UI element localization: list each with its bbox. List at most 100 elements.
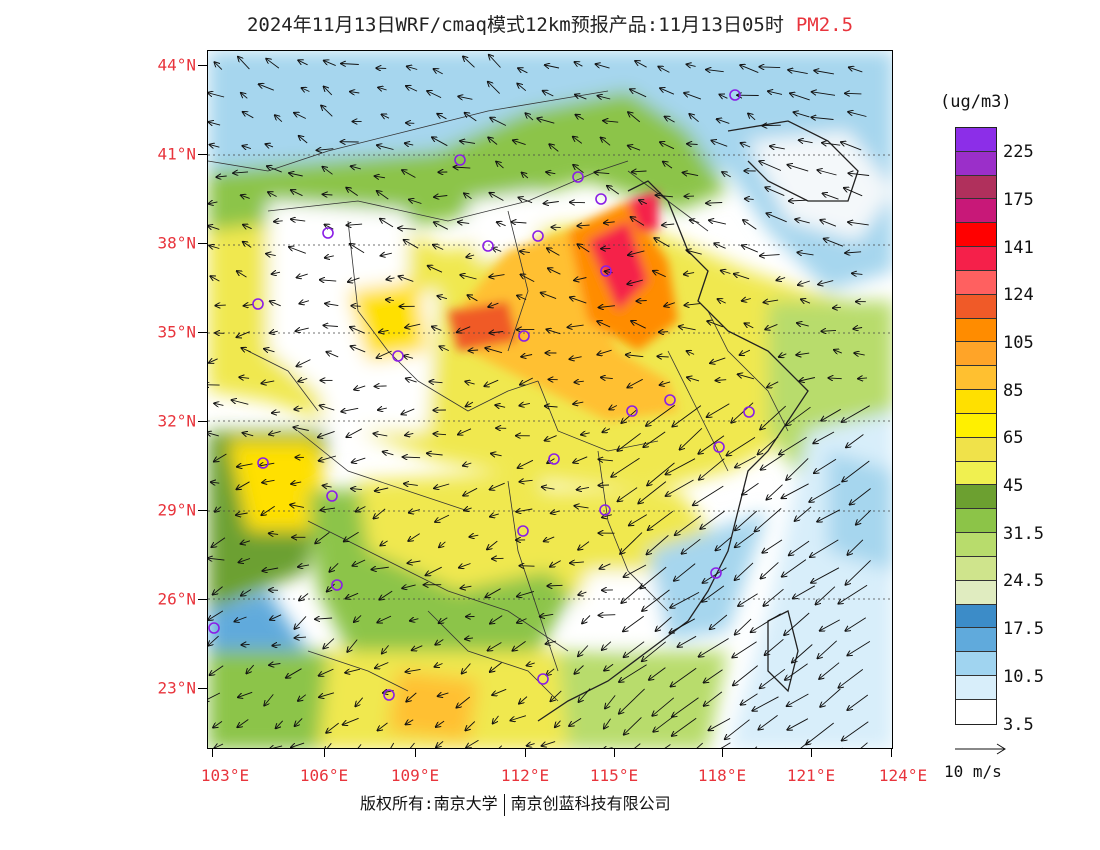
- wind-vector: [551, 690, 562, 701]
- wind-vector: [679, 326, 696, 329]
- wind-vector: [574, 506, 589, 508]
- wind-vector: [520, 377, 534, 385]
- wind-vector: [438, 693, 449, 696]
- wind-vector: [704, 691, 723, 706]
- wind-vector: [604, 663, 614, 670]
- wind-vector: [550, 560, 561, 567]
- wind-vector: [346, 592, 359, 598]
- wind-vector: [513, 140, 526, 146]
- wind-vector: [811, 567, 840, 583]
- wind-vector: [350, 92, 360, 93]
- wind-vector: [604, 718, 611, 729]
- lat-tick: [198, 154, 207, 155]
- colorbar-label: 17.5: [1003, 619, 1044, 640]
- wind-vector: [513, 641, 526, 650]
- wind-vector: [294, 616, 307, 629]
- title-main: 2024年11月13日WRF/cmaq模式12km预报产品:11月13日05时: [246, 14, 784, 36]
- wind-vector: [699, 458, 725, 480]
- wind-vector: [717, 119, 730, 124]
- wind-vector: [751, 613, 781, 632]
- city-station-marker: [532, 230, 544, 242]
- wind-vector: [324, 61, 336, 67]
- colorbar-segment: [956, 151, 996, 176]
- wind-vector: [468, 295, 478, 302]
- wind-vector: [787, 693, 809, 706]
- wind-vector: [298, 378, 308, 381]
- wind-vector: [406, 86, 418, 92]
- wind-vector: [274, 221, 283, 222]
- wind-vector: [799, 140, 813, 143]
- wind-vector: [547, 585, 563, 586]
- lat-label: 26°N: [157, 589, 196, 609]
- wind-vector: [624, 564, 647, 577]
- wind-vector: [346, 188, 358, 196]
- city-station-marker: [257, 457, 269, 469]
- city-station-marker: [252, 298, 264, 310]
- wind-vector: [735, 510, 757, 530]
- wind-vector: [545, 435, 557, 441]
- wind-vector: [785, 663, 808, 680]
- wind-vector: [687, 351, 695, 354]
- wind-vector: [720, 742, 731, 748]
- wind-vector: [760, 668, 786, 688]
- wind-vector: [244, 305, 253, 306]
- wind-vector: [597, 349, 612, 354]
- wind-vector: [405, 324, 421, 327]
- colorbar-label: 225: [1003, 142, 1034, 163]
- wind-vector: [573, 456, 588, 463]
- wind-vector: [672, 405, 702, 427]
- wind-vector: [427, 91, 442, 99]
- wind-vector: [488, 138, 498, 145]
- wind-vector: [660, 88, 675, 95]
- wind-vector: [375, 386, 387, 387]
- wind-vector: [519, 403, 530, 405]
- wind-vector: [434, 196, 448, 198]
- wind-vector: [208, 558, 225, 560]
- wind-vector: [854, 353, 865, 355]
- wind-vector: [540, 614, 554, 616]
- wind-vector: [812, 92, 836, 96]
- lon-label: 115°E: [589, 766, 639, 785]
- wind-vector: [547, 329, 561, 335]
- wind-vector: [605, 695, 616, 708]
- lon-tick: [324, 749, 325, 757]
- wind-vector: [460, 141, 476, 143]
- wind-vector: [809, 483, 841, 502]
- wind-vector: [341, 408, 359, 411]
- wind-vector: [570, 297, 587, 304]
- wind-vector: [635, 61, 647, 68]
- wind-vector: [404, 240, 419, 249]
- wind-vector: [490, 118, 507, 126]
- wind-vector: [241, 93, 248, 99]
- wind-vector: [712, 141, 728, 147]
- wind-vector: [575, 381, 584, 382]
- wind-vector: [735, 562, 754, 580]
- wind-vector: [684, 93, 702, 100]
- wind-vector: [790, 93, 810, 101]
- wind-vector: [469, 350, 479, 351]
- wind-vector: [574, 278, 587, 281]
- wind-vector: [209, 122, 221, 125]
- wind-vector: [341, 64, 359, 65]
- wind-vector: [457, 326, 471, 333]
- wind-vector: [619, 664, 647, 682]
- wind-vector: [801, 299, 811, 303]
- colorbar-segment: [956, 485, 996, 510]
- wind-vector: [738, 374, 755, 380]
- wind-vector: [410, 619, 419, 621]
- wind-vector: [628, 250, 645, 255]
- copyright-left: 版权所有:南京大学: [360, 794, 498, 813]
- wind-vector: [767, 484, 783, 500]
- wind-vector: [213, 721, 223, 727]
- wind-vector: [828, 378, 842, 379]
- wind-vector: [675, 515, 702, 535]
- wind-vector: [642, 641, 666, 661]
- wind-vector: [577, 225, 590, 226]
- wind-vector: [517, 619, 527, 623]
- wind-vector: [740, 65, 759, 74]
- wind-vector: [496, 162, 504, 169]
- wind-vector: [208, 635, 219, 646]
- wind-vector: [377, 615, 392, 622]
- wind-vector: [626, 355, 644, 357]
- wind-vector: [542, 741, 556, 746]
